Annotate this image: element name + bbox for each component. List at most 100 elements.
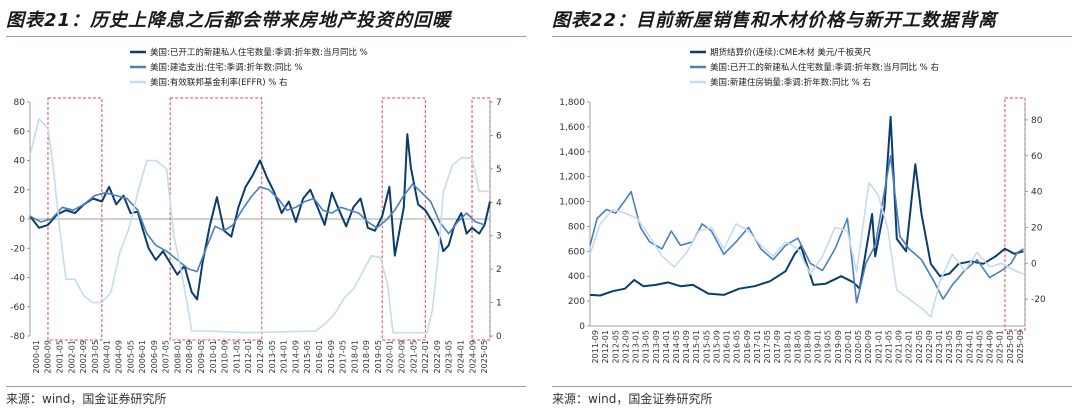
- x-tick-label: 2003-05: [91, 340, 100, 373]
- x-tick-label: 2016-01: [315, 340, 324, 373]
- y-left-tick-label: 40: [14, 157, 26, 167]
- x-tick-label: 2024-09: [468, 340, 477, 373]
- x-tick-label: 2016-09: [327, 340, 336, 373]
- x-tick-label: 2022-09: [433, 340, 442, 373]
- x-tick-label: 2023-05: [445, 340, 454, 373]
- x-tick-label: 2013-05: [268, 340, 277, 373]
- y-left-tick-label: 60: [14, 127, 26, 137]
- x-tick-label: 2004-01: [103, 340, 112, 373]
- x-tick-label: 2014-01: [280, 340, 289, 373]
- series-line-2: [29, 183, 485, 273]
- y-right-tick-label: 3: [496, 232, 502, 242]
- x-tick-label: 2017-05: [763, 330, 772, 363]
- x-tick-label: 2000-01: [32, 340, 41, 373]
- x-tick-label: 2019-05: [824, 330, 833, 363]
- x-tick-label: 2020-09: [398, 340, 407, 373]
- y-left-tick-label: 200: [568, 297, 585, 307]
- x-tick-label: 2023-05: [945, 330, 954, 363]
- x-tick-label: 2016-05: [733, 330, 742, 363]
- y-left-tick-label: 800: [568, 222, 585, 232]
- x-tick-label: 2007-05: [162, 340, 171, 373]
- x-tick-label: 2021-01: [874, 330, 883, 363]
- right-figure-panel: 图表22：目前新屋销售和木材价格与新开工数据背离 0 200 400 600 800 1,…: [540, 0, 1080, 415]
- x-tick-label: 2017-01: [753, 330, 762, 363]
- x-tick-label: 2025-05: [1006, 330, 1015, 363]
- x-tick-label: 2001-05: [55, 340, 64, 373]
- highlight-period-box: [381, 97, 426, 341]
- right-title-divider: [552, 36, 1072, 37]
- legend-label-1: 期货结算价(连续):CME木材 美元/千板英尺: [710, 47, 872, 58]
- series-line-3: [29, 117, 490, 334]
- x-tick-label: 2010-01: [209, 340, 218, 373]
- x-tick-label: 2011-05: [232, 340, 241, 373]
- x-tick-label: 2019-01: [814, 330, 823, 363]
- y-right-tick-label: 7: [496, 98, 502, 108]
- x-tick-label: 2016-09: [743, 330, 752, 363]
- x-tick-label: 2020-09: [864, 330, 873, 363]
- x-tick-label: 2016-01: [723, 330, 732, 363]
- series-line-3: [589, 181, 1024, 318]
- x-tick-label: 2020-05: [854, 330, 863, 363]
- x-tick-label: 2021-05: [409, 340, 418, 373]
- x-tick-label: 2012-05: [611, 330, 620, 363]
- x-tick-label: 2008-01: [173, 340, 182, 373]
- x-tick-label: 2023-09: [955, 330, 964, 363]
- x-tick-label: 2014-05: [672, 330, 681, 363]
- x-tick-label: 2012-01: [601, 330, 610, 363]
- x-tick-label: 2005-05: [126, 340, 135, 373]
- y-left-tick-label: -20: [10, 244, 25, 254]
- x-tick-label: 2025-05: [480, 340, 489, 373]
- x-tick-label: 2010-09: [221, 340, 230, 373]
- y-left-tick-label: 0: [19, 215, 25, 225]
- left-source-divider: [6, 386, 526, 387]
- x-tick-label: 2020-01: [844, 330, 853, 363]
- y-right-tick-label: 40: [1031, 188, 1043, 198]
- x-tick-label: 2015-01: [692, 330, 701, 363]
- y-left-tick-label: 0: [579, 322, 585, 332]
- series-line-1: [589, 115, 1024, 297]
- x-tick-label: 2015-09: [712, 330, 721, 363]
- x-tick-label: 2024-09: [986, 330, 995, 363]
- y-left-tick-label: 1,800: [559, 98, 585, 108]
- x-tick-label: 2025-01: [996, 330, 1005, 363]
- legend-label-2: 美国:已开工的新建私人住宅数量:季调:折年数:当月同比 % 右: [710, 62, 939, 73]
- x-tick-label: 2018-09: [804, 330, 813, 363]
- right-source-note: 来源：wind，国金证券研究所: [552, 392, 713, 406]
- x-tick-label: 2025-09: [1016, 330, 1025, 363]
- legend-label-2: 美国:建造支出:住宅:季调:折年数:同比 %: [150, 62, 303, 73]
- y-left-tick-label: -80: [10, 332, 25, 342]
- y-right-tick-label: 6: [496, 131, 502, 141]
- y-right-tick-label: 20: [1031, 223, 1043, 233]
- x-tick-label: 2000-09: [44, 340, 53, 373]
- x-tick-label: 2012-09: [621, 330, 630, 363]
- y-right-tick-label: 0: [496, 332, 502, 342]
- x-tick-label: 2024-05: [975, 330, 984, 363]
- x-tick-label: 2006-01: [138, 340, 147, 373]
- x-tick-label: 2018-09: [362, 340, 371, 373]
- x-tick-label: 2019-05: [374, 340, 383, 373]
- y-left-tick-label: 1,400: [559, 148, 585, 158]
- x-tick-label: 2021-09: [895, 330, 904, 363]
- x-tick-label: 2009-05: [197, 340, 206, 373]
- x-tick-label: 2011-09: [591, 330, 600, 363]
- y-left-tick-label: 1,600: [559, 123, 585, 133]
- x-tick-label: 2023-01: [935, 330, 944, 363]
- x-tick-label: 2014-09: [682, 330, 691, 363]
- y-left-tick-label: 1,000: [559, 198, 585, 208]
- x-tick-label: 2013-05: [642, 330, 651, 363]
- x-tick-label: 2019-09: [834, 330, 843, 363]
- x-tick-label: 2024-01: [457, 340, 466, 373]
- x-tick-label: 2022-01: [421, 340, 430, 373]
- y-right-tick-label: 1: [496, 299, 502, 309]
- y-left-tick-label: 400: [568, 272, 585, 282]
- x-tick-label: 2022-09: [925, 330, 934, 363]
- x-tick-label: 2008-09: [185, 340, 194, 373]
- highlight-period-box: [1004, 97, 1026, 331]
- y-right-tick-label: 2: [496, 265, 502, 275]
- legend-label-1: 美国:已开工的新建私人住宅数量:季调:折年数:当月同比 %: [150, 47, 368, 58]
- y-left-tick-label: 600: [568, 247, 585, 257]
- left-title-divider: [6, 36, 526, 37]
- y-right-tick-label: 5: [496, 165, 502, 175]
- series-line-1: [29, 133, 491, 301]
- y-left-tick-label: 20: [14, 186, 26, 196]
